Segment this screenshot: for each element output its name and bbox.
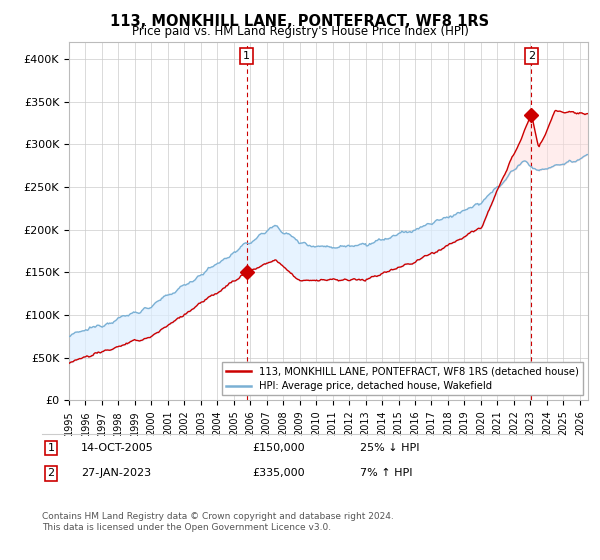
Text: £335,000: £335,000: [252, 468, 305, 478]
Text: 1: 1: [47, 443, 55, 453]
Text: 1: 1: [243, 52, 250, 62]
Text: 7% ↑ HPI: 7% ↑ HPI: [360, 468, 413, 478]
Text: 2: 2: [528, 52, 535, 62]
Text: 113, MONKHILL LANE, PONTEFRACT, WF8 1RS: 113, MONKHILL LANE, PONTEFRACT, WF8 1RS: [110, 14, 490, 29]
Legend: 113, MONKHILL LANE, PONTEFRACT, WF8 1RS (detached house), HPI: Average price, de: 113, MONKHILL LANE, PONTEFRACT, WF8 1RS …: [222, 362, 583, 395]
Text: 27-JAN-2023: 27-JAN-2023: [81, 468, 151, 478]
Text: 25% ↓ HPI: 25% ↓ HPI: [360, 443, 419, 453]
Text: 2: 2: [47, 468, 55, 478]
Text: 14-OCT-2005: 14-OCT-2005: [81, 443, 154, 453]
Text: Contains HM Land Registry data © Crown copyright and database right 2024.
This d: Contains HM Land Registry data © Crown c…: [42, 512, 394, 532]
Text: £150,000: £150,000: [252, 443, 305, 453]
Text: Price paid vs. HM Land Registry's House Price Index (HPI): Price paid vs. HM Land Registry's House …: [131, 25, 469, 38]
